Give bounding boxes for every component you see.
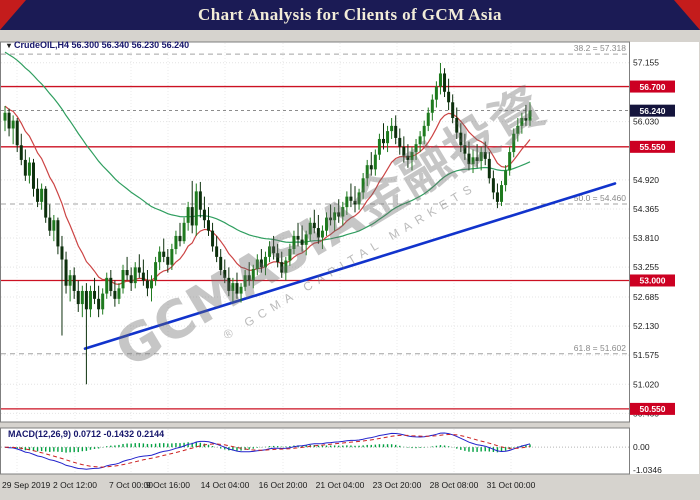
current-price-tag: 56.240: [630, 104, 675, 117]
svg-text:28 Oct 08:00: 28 Oct 08:00: [430, 480, 479, 490]
moving-averages: [4, 51, 531, 286]
svg-text:0.00: 0.00: [633, 442, 650, 452]
svg-text:38.2 = 57.318: 38.2 = 57.318: [574, 43, 627, 53]
trendline: [83, 182, 617, 350]
gridlines: [1, 43, 629, 473]
svg-text:29 Sep 2019: 29 Sep 2019: [2, 480, 50, 490]
svg-text:61.8 = 51.602: 61.8 = 51.602: [574, 343, 627, 353]
svg-text:52.685: 52.685: [633, 292, 659, 302]
candles-layer: [3, 62, 532, 385]
svg-text:56.030: 56.030: [633, 117, 659, 127]
svg-text:54.920: 54.920: [633, 175, 659, 185]
svg-text:14 Oct 04:00: 14 Oct 04:00: [201, 480, 250, 490]
ribbon-left-icon: [0, 0, 26, 30]
svg-text:56.700: 56.700: [640, 82, 666, 92]
symbol-period-label: CrudeOIL,H4: [14, 40, 70, 50]
symbol-quote-label: ▾ CrudeOIL,H4 56.300 56.340 56.230 56.240: [7, 40, 189, 50]
svg-text:53.000: 53.000: [640, 276, 666, 286]
ribbon-right-icon: [674, 0, 700, 30]
price-level-tag: 50.550: [630, 402, 675, 415]
macd-indicator-label: MACD(12,26,9) 0.0712 -0.1432 0.2144: [8, 429, 165, 439]
quote-ohlc-values: 56.300 56.340 56.230 56.240: [71, 40, 190, 50]
svg-text:54.365: 54.365: [633, 204, 659, 214]
svg-text:56.240: 56.240: [640, 106, 666, 116]
svg-text:53.255: 53.255: [633, 262, 659, 272]
price-level-tag: 55.550: [630, 140, 675, 153]
plot-backgrounds: [0, 41, 699, 475]
svg-text:16 Oct 20:00: 16 Oct 20:00: [259, 480, 308, 490]
svg-text:7 Oct 00:00: 7 Oct 00:00: [109, 480, 153, 490]
svg-text:55.550: 55.550: [640, 142, 666, 152]
svg-text:52.130: 52.130: [633, 321, 659, 331]
header-banner: Chart Analysis for Clients of GCM Asia: [0, 0, 700, 30]
price-level-tag: 56.700: [630, 80, 675, 93]
fibonacci-levels: 38.2 = 57.318 50.0 = 54.460 61.8 = 51.602: [1, 43, 629, 355]
time-axis[interactable]: 29 Sep 2019 2 Oct 12:00 7 Oct 00:009 Oct 1…: [2, 480, 536, 490]
price-chart-canvas[interactable]: 38.2 = 57.318 50.0 = 54.460 61.8 = 51.602 5…: [0, 30, 700, 500]
macd-panel: 0.00 -1.0346: [1, 432, 662, 475]
svg-text:21 Oct 04:00: 21 Oct 04:00: [316, 480, 365, 490]
svg-text:31 Oct 00:00: 31 Oct 00:00: [487, 480, 536, 490]
svg-text:50.550: 50.550: [640, 404, 666, 414]
chart-dropdown-icon[interactable]: ▾: [7, 41, 12, 50]
svg-text:50.0 = 54.460: 50.0 = 54.460: [574, 193, 627, 203]
svg-text:53.810: 53.810: [633, 233, 659, 243]
svg-text:51.575: 51.575: [633, 350, 659, 360]
svg-text:-1.0346: -1.0346: [633, 465, 662, 475]
page-title: Chart Analysis for Clients of GCM Asia: [198, 5, 502, 24]
svg-text:23 Oct 20:00: 23 Oct 20:00: [373, 480, 422, 490]
svg-text:2 Oct 12:00: 2 Oct 12:00: [53, 480, 97, 490]
svg-text:57.155: 57.155: [633, 58, 659, 68]
price-level-tag: 53.000: [630, 274, 675, 287]
svg-text:51.020: 51.020: [633, 379, 659, 389]
svg-text:9 Oct 16:00: 9 Oct 16:00: [146, 480, 190, 490]
